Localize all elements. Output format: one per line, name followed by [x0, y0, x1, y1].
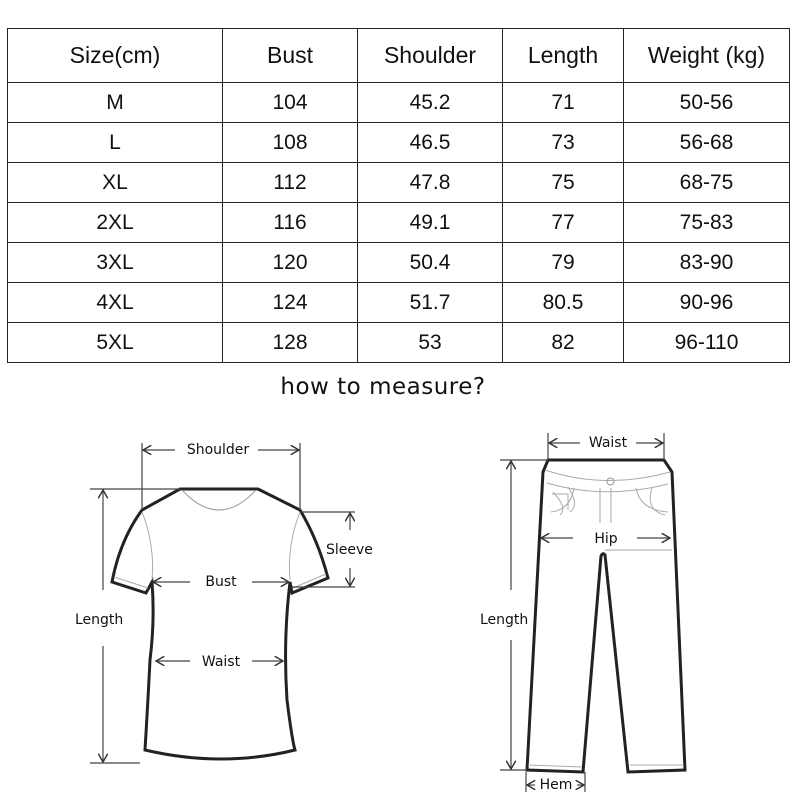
pants-outline [525, 458, 687, 774]
table-cell: 3XL [7, 242, 223, 283]
table-cell: 104 [222, 82, 358, 123]
tshirt-collar [181, 489, 257, 511]
table-cell: 96-110 [623, 322, 790, 363]
tshirt-shoulder-label: Shoulder [187, 442, 250, 458]
pants-hem-label: Hem [540, 777, 573, 793]
table-row: M 104 45.2 71 50-56 [7, 82, 790, 123]
table-cell: L [7, 122, 223, 163]
size-chart-table: Size(cm) Bust Shoulder Length Weight (kg… [7, 28, 790, 363]
table-cell: 77 [502, 202, 624, 243]
table-cell: 68-75 [623, 162, 790, 203]
table-cell: 90-96 [623, 282, 790, 323]
pants-length-label: Length [480, 612, 528, 628]
table-row: 4XL 124 51.7 80.5 90-96 [7, 282, 790, 323]
table-cell: 56-68 [623, 122, 790, 163]
tshirt-bust-label: Bust [205, 574, 237, 590]
table-cell: 75 [502, 162, 624, 203]
pants-hip-label: Hip [594, 531, 617, 547]
table-cell: 82 [502, 322, 624, 363]
measure-title: how to measure? [280, 374, 486, 400]
table-cell: 116 [222, 202, 358, 243]
table-cell: 2XL [7, 202, 223, 243]
table-cell: 71 [502, 82, 624, 123]
header-bust: Bust [222, 28, 358, 83]
table-cell: 80.5 [502, 282, 624, 323]
table-row: XL 112 47.8 75 68-75 [7, 162, 790, 203]
table-cell: 128 [222, 322, 358, 363]
tshirt-length-label: Length [75, 612, 123, 628]
pants-diagram [500, 433, 687, 792]
table-cell: 53 [357, 322, 503, 363]
tshirt-outline [110, 487, 330, 761]
table-cell: 75-83 [623, 202, 790, 243]
header-shoulder: Shoulder [357, 28, 503, 83]
tshirt-diagram [90, 443, 355, 764]
tshirt-sleeve-label: Sleeve [326, 542, 373, 558]
pants-waist-label: Waist [589, 435, 628, 451]
table-cell: 46.5 [357, 122, 503, 163]
table-row: L 108 46.5 73 56-68 [7, 122, 790, 163]
table-row: 5XL 128 53 82 96-110 [7, 322, 790, 363]
table-row: 2XL 116 49.1 77 75-83 [7, 202, 790, 243]
table-cell: 51.7 [357, 282, 503, 323]
header-size: Size(cm) [7, 28, 223, 83]
table-cell: 50-56 [623, 82, 790, 123]
table-row: 3XL 120 50.4 79 83-90 [7, 242, 790, 283]
table-cell: M [7, 82, 223, 123]
tshirt-waist-label: Waist [202, 654, 241, 670]
table-cell: 5XL [7, 322, 223, 363]
table-cell: 112 [222, 162, 358, 203]
